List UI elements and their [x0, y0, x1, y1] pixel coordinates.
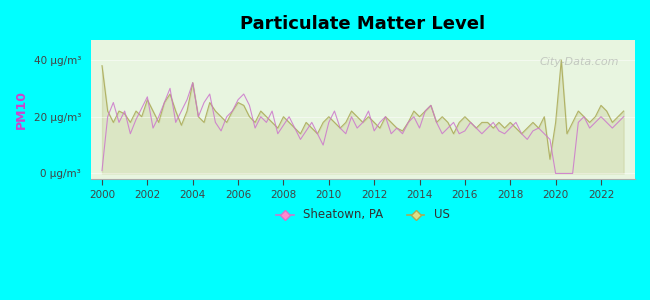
Title: Particulate Matter Level: Particulate Matter Level [240, 15, 486, 33]
Text: City-Data.com: City-Data.com [539, 57, 619, 67]
Legend: Sheatown, PA, US: Sheatown, PA, US [271, 204, 454, 226]
Y-axis label: PM10: PM10 [15, 90, 28, 129]
